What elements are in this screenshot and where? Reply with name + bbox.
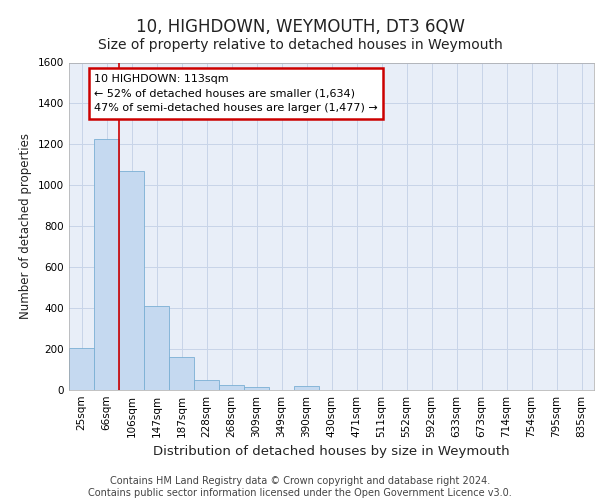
Bar <box>119 171 144 390</box>
Y-axis label: Number of detached properties: Number of detached properties <box>19 133 32 320</box>
Bar <box>169 357 194 390</box>
Text: 10, HIGHDOWN, WEYMOUTH, DT3 6QW: 10, HIGHDOWN, WEYMOUTH, DT3 6QW <box>136 18 464 36</box>
Bar <box>294 386 319 390</box>
Text: Contains HM Land Registry data © Crown copyright and database right 2024.
Contai: Contains HM Land Registry data © Crown c… <box>88 476 512 498</box>
Text: 10 HIGHDOWN: 113sqm
← 52% of detached houses are smaller (1,634)
47% of semi-det: 10 HIGHDOWN: 113sqm ← 52% of detached ho… <box>94 74 378 114</box>
Bar <box>219 385 244 390</box>
X-axis label: Distribution of detached houses by size in Weymouth: Distribution of detached houses by size … <box>153 446 510 458</box>
Bar <box>144 306 169 390</box>
Bar <box>94 140 119 390</box>
Bar <box>69 348 94 390</box>
Bar <box>194 380 219 390</box>
Text: Size of property relative to detached houses in Weymouth: Size of property relative to detached ho… <box>98 38 502 52</box>
Bar <box>244 387 269 390</box>
